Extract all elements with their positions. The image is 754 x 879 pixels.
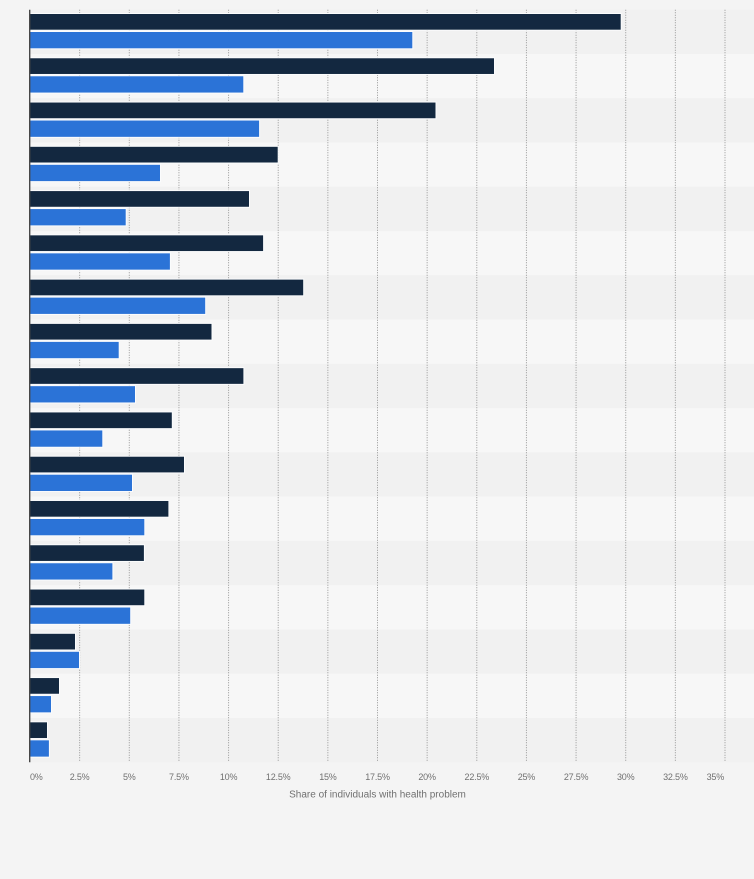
svg-text:27.5%: 27.5% [564, 772, 589, 782]
svg-text:17.5%: 17.5% [365, 772, 390, 782]
svg-text:7.5%: 7.5% [169, 772, 189, 782]
svg-text:12.5%: 12.5% [266, 772, 291, 782]
svg-text:35%: 35% [707, 772, 725, 782]
svg-text:25%: 25% [518, 772, 536, 782]
svg-text:5%: 5% [123, 772, 136, 782]
svg-text:2.5%: 2.5% [70, 772, 90, 782]
svg-text:Share of individuals with heal: Share of individuals with health problem [289, 790, 466, 801]
svg-text:0%: 0% [30, 772, 43, 782]
svg-text:22.5%: 22.5% [465, 772, 490, 782]
svg-text:15%: 15% [319, 772, 337, 782]
svg-text:30%: 30% [617, 772, 635, 782]
svg-text:10%: 10% [220, 772, 238, 782]
svg-text:20%: 20% [418, 772, 436, 782]
svg-text:32.5%: 32.5% [663, 772, 688, 782]
